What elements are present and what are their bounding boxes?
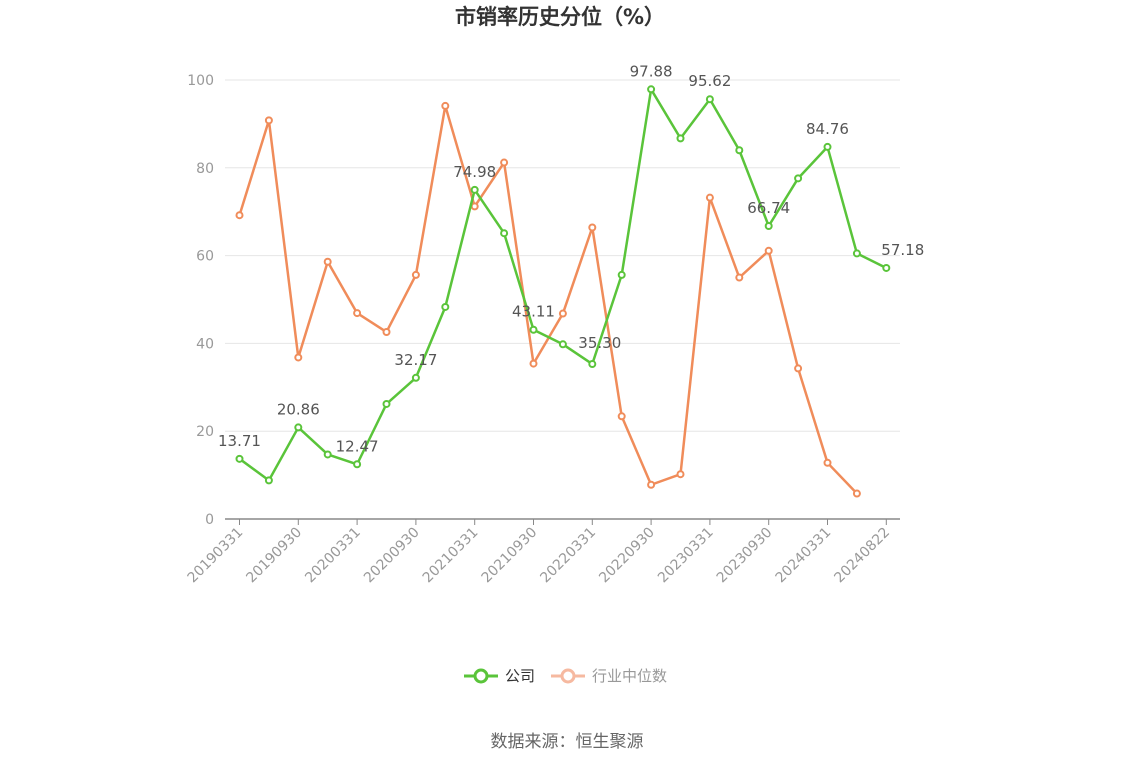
data-point[interactable] [529, 325, 538, 334]
grid-lines [225, 79, 900, 432]
data-label: 66.74 [747, 199, 790, 217]
data-point[interactable] [411, 373, 420, 382]
data-point[interactable] [735, 273, 744, 282]
y-tick-label: 80 [196, 161, 214, 177]
data-point[interactable] [294, 423, 303, 432]
data-label: 95.62 [688, 72, 731, 90]
data-point[interactable] [705, 193, 714, 202]
data-point[interactable] [735, 146, 744, 155]
data-point[interactable] [764, 222, 773, 231]
data-point[interactable] [353, 309, 362, 318]
data-point[interactable] [558, 309, 567, 318]
data-point[interactable] [323, 450, 332, 459]
legend-industry-label: 行业中位数 [592, 667, 667, 685]
x-tick-label: 20240822 [831, 525, 893, 587]
legend-item-company[interactable]: 公司 [464, 667, 535, 685]
data-point[interactable] [617, 412, 626, 421]
x-tick-label: 20210930 [479, 525, 541, 587]
x-tick-label: 20220930 [596, 525, 658, 587]
y-tick-label: 40 [196, 336, 214, 352]
data-point[interactable] [353, 460, 362, 469]
x-tick-label: 20230930 [714, 525, 776, 587]
y-axis: 0 20 40 60 80 100 [187, 73, 214, 528]
data-label: 13.71 [218, 432, 261, 450]
data-point[interactable] [411, 270, 420, 279]
source-text: 数据来源：恒生聚源 [491, 732, 644, 752]
x-tick-label: 20220331 [537, 525, 599, 587]
data-point[interactable] [852, 249, 861, 258]
data-point[interactable] [441, 302, 450, 311]
x-tick-label: 20240331 [773, 525, 835, 587]
data-label: 74.98 [453, 163, 496, 181]
data-point[interactable] [588, 360, 597, 369]
chart-title: 市销率历史分位（%） [455, 5, 665, 29]
data-point[interactable] [235, 211, 244, 220]
legend: 公司 行业中位数 [464, 667, 667, 685]
data-point[interactable] [647, 85, 656, 94]
data-point[interactable] [382, 327, 391, 336]
data-point[interactable] [558, 340, 567, 349]
y-tick-label: 20 [196, 424, 214, 440]
data-label: 97.88 [630, 62, 673, 80]
series-line [238, 88, 887, 482]
data-point[interactable] [823, 142, 832, 151]
x-tick-label: 20190930 [243, 525, 305, 587]
data-label: 84.76 [806, 120, 849, 138]
data-point[interactable] [500, 229, 509, 238]
data-point[interactable] [470, 202, 479, 211]
legend-industry-marker-icon [560, 668, 576, 684]
x-tick-label: 20200930 [361, 525, 423, 587]
data-point[interactable] [235, 454, 244, 463]
data-label: 43.11 [512, 303, 555, 321]
series-company [235, 85, 891, 485]
x-tick-label: 20190331 [185, 525, 247, 587]
data-point[interactable] [794, 174, 803, 183]
x-tick-label: 20210331 [420, 525, 482, 587]
x-tick-label: 20230331 [655, 525, 717, 587]
data-label: 35.30 [578, 334, 621, 352]
data-label: 32.17 [394, 351, 437, 369]
data-point[interactable] [382, 399, 391, 408]
data-label: 57.18 [881, 241, 924, 259]
x-axis: 2019033120190930202003312020093020210331… [185, 518, 900, 587]
data-point[interactable] [705, 95, 714, 104]
legend-company-marker-icon [473, 668, 489, 684]
data-point[interactable] [294, 353, 303, 362]
data-point[interactable] [794, 364, 803, 373]
series-line [238, 104, 858, 495]
data-point[interactable] [529, 359, 538, 368]
data-point[interactable] [823, 458, 832, 467]
data-labels: 13.71 20.86 12.47 32.17 74.98 43.11 35.30 97.88… [218, 62, 924, 455]
y-tick-label: 0 [205, 512, 214, 528]
data-point[interactable] [500, 158, 509, 167]
data-point[interactable] [264, 476, 273, 485]
y-tick-label: 100 [187, 73, 214, 89]
data-point[interactable] [588, 223, 597, 232]
legend-company-label: 公司 [505, 667, 535, 685]
data-point[interactable] [470, 185, 479, 194]
data-point[interactable] [764, 246, 773, 255]
data-point[interactable] [264, 116, 273, 125]
y-tick-label: 60 [196, 249, 214, 265]
data-point[interactable] [882, 263, 891, 272]
data-point[interactable] [676, 134, 685, 143]
data-label: 20.86 [277, 400, 320, 418]
data-point[interactable] [441, 101, 450, 110]
data-point[interactable] [647, 480, 656, 489]
data-point[interactable] [617, 270, 626, 279]
data-point[interactable] [676, 470, 685, 479]
series-industry [235, 101, 861, 498]
legend-item-industry[interactable]: 行业中位数 [551, 667, 667, 685]
data-point[interactable] [852, 489, 861, 498]
data-point[interactable] [323, 257, 332, 266]
series-layer [235, 85, 891, 498]
data-label: 12.47 [336, 437, 379, 455]
x-tick-label: 20200331 [302, 525, 364, 587]
